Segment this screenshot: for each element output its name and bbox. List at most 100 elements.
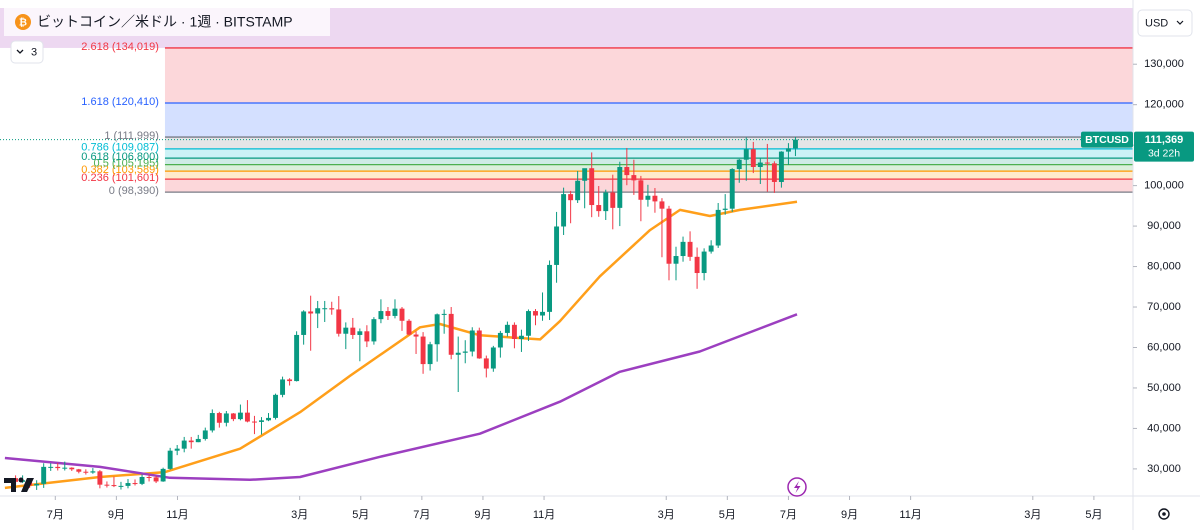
- candle-body: [540, 311, 545, 316]
- candle-body: [294, 334, 300, 382]
- candle-body: [434, 314, 440, 345]
- tag-symbol-box: [1081, 131, 1133, 148]
- candle-body: [736, 159, 742, 170]
- candle-body: [104, 484, 110, 486]
- title-bar[interactable]: ₿ ビットコイン／米ドル · 1週 · BITSTAMP: [4, 8, 330, 36]
- bitcoin-icon: [15, 14, 31, 30]
- candle-body: [153, 477, 159, 482]
- candle-body: [252, 421, 257, 423]
- candle-body: [427, 344, 433, 365]
- candle-body: [701, 251, 707, 274]
- candle-body: [167, 450, 173, 469]
- candle-body: [476, 330, 482, 359]
- currency-button[interactable]: [1137, 9, 1193, 37]
- candle-body: [596, 205, 602, 212]
- x-tick-label: 3月: [291, 509, 308, 521]
- candle-body: [97, 471, 103, 485]
- candle-body: [645, 195, 651, 200]
- y-tick-label: 70,000: [1147, 301, 1181, 313]
- candle-body: [273, 394, 278, 418]
- x-tick-label: 7月: [47, 509, 64, 521]
- candle-body: [483, 358, 489, 369]
- candle-body: [202, 430, 208, 439]
- candle-body: [76, 469, 82, 472]
- fib-band: [164, 103, 1133, 138]
- candle-body: [83, 471, 89, 473]
- candle-body: [139, 476, 145, 484]
- candle-body: [392, 308, 398, 316]
- candle-body: [757, 162, 763, 167]
- fib-band: [164, 164, 1133, 172]
- candle-body: [497, 332, 503, 348]
- candle-body: [589, 168, 595, 206]
- candle-body: [406, 320, 412, 335]
- candle-body: [617, 166, 623, 208]
- candle-body: [209, 413, 215, 431]
- tag-symbol: BTCUSD: [1085, 134, 1129, 146]
- currency-selector[interactable]: USD: [1137, 9, 1193, 37]
- candle-body: [652, 195, 658, 202]
- candle-body: [631, 175, 637, 181]
- y-tick-label: 40,000: [1147, 422, 1181, 434]
- candle-body: [34, 483, 40, 486]
- candle-body: [280, 379, 286, 395]
- x-tick-label: 9月: [108, 509, 125, 521]
- y-tick-label: 120,000: [1144, 99, 1184, 111]
- x-tick-label: 5月: [1085, 509, 1102, 521]
- candle-body: [455, 352, 461, 355]
- x-tick-label: 3月: [1024, 509, 1041, 521]
- chart-title: ビットコイン／米ドル · 1週 · BITSTAMP: [37, 14, 293, 30]
- events-icon[interactable]: [787, 477, 807, 497]
- gear-center: [1162, 512, 1166, 516]
- indicator-button[interactable]: [10, 40, 44, 64]
- candle-body: [371, 319, 377, 342]
- candle-body: [603, 192, 609, 212]
- candle-body: [336, 309, 342, 334]
- candle-body: [575, 180, 581, 201]
- candle-body: [41, 466, 47, 484]
- candle-body: [48, 466, 54, 468]
- tag-countdown: 3d 22h: [1148, 147, 1180, 159]
- candle-body: [722, 208, 728, 210]
- y-tick-label: 50,000: [1147, 382, 1181, 394]
- candle-body: [146, 476, 152, 478]
- tv-logo: [4, 477, 34, 492]
- settings[interactable]: [1158, 508, 1170, 520]
- candle-body: [160, 468, 166, 482]
- chevron: [1176, 20, 1184, 25]
- fib-band: [164, 158, 1133, 165]
- candle-body: [125, 483, 131, 486]
- candle-body: [448, 313, 454, 355]
- candle-body: [490, 347, 496, 369]
- title-backdrop: [4, 8, 330, 36]
- candle-body: [118, 485, 124, 487]
- candle-body: [743, 149, 749, 160]
- candle-body: [174, 448, 180, 451]
- indicator-count: 3: [31, 46, 37, 58]
- candle-body: [764, 162, 770, 164]
- candle-body: [582, 168, 588, 181]
- currency-label: USD: [1145, 17, 1168, 29]
- candle-body: [708, 245, 714, 252]
- candle-body: [315, 308, 321, 314]
- candle-body: [287, 379, 293, 382]
- plot: 0 (98,390)0.236 (101,601)0.382 (103,589)…: [0, 8, 1133, 490]
- candle-body: [659, 201, 665, 209]
- x-tick-label: 11月: [166, 509, 188, 521]
- fib-label: 0 (98,390): [109, 185, 159, 197]
- candle-body: [680, 241, 686, 257]
- candle-body: [673, 256, 679, 264]
- candle-body: [441, 313, 447, 315]
- candle-body: [687, 241, 693, 257]
- indicator-toggle[interactable]: 3: [10, 40, 44, 64]
- lightning: [794, 481, 801, 493]
- candle-body: [462, 351, 468, 353]
- candle-body: [266, 417, 271, 421]
- fib-label: 0.236 (101,601): [81, 172, 159, 184]
- candle-body: [216, 413, 222, 423]
- gear[interactable]: [1158, 508, 1170, 520]
- tag-price-box: [1134, 131, 1194, 162]
- candle-body: [771, 163, 777, 182]
